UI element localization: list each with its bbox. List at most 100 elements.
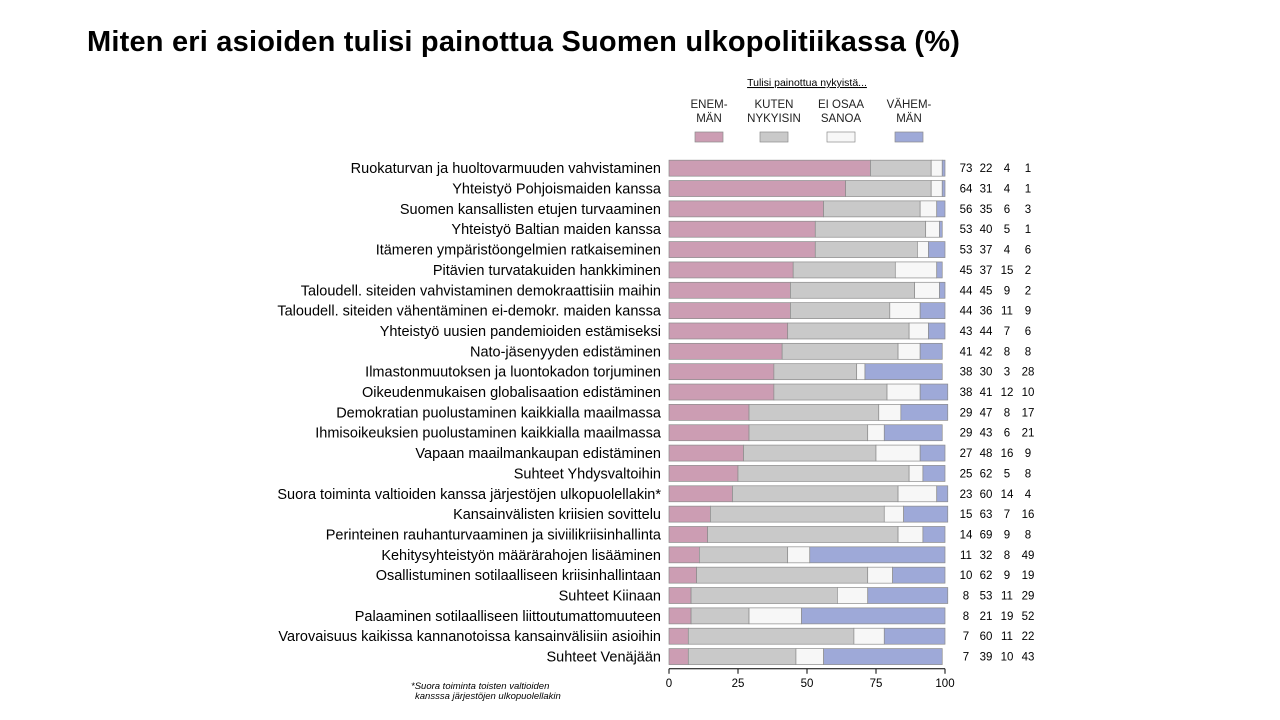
value-label: 43 xyxy=(1022,652,1035,664)
value-label: 6 xyxy=(1025,245,1031,257)
value-label: 22 xyxy=(980,163,993,175)
bar-segment xyxy=(710,505,885,523)
bar-segment xyxy=(699,546,789,564)
bar-segment xyxy=(668,485,733,503)
bar-segment xyxy=(687,627,855,645)
value-label: 8 xyxy=(1025,346,1031,358)
footnote-line: kansssa järjestöjen ulkopuolellakin xyxy=(415,691,561,702)
value-label: 2 xyxy=(1025,265,1031,277)
legend-label: EI OSAA xyxy=(818,99,864,111)
value-label: 53 xyxy=(960,245,973,257)
value-label: 44 xyxy=(980,326,993,338)
bar-segment xyxy=(930,159,943,177)
value-label: 8 xyxy=(1004,550,1010,562)
bar-segment xyxy=(668,281,791,299)
value-label: 1 xyxy=(1025,184,1031,196)
bar-segment xyxy=(668,302,791,319)
bar-segment xyxy=(668,566,697,584)
value-label: 44 xyxy=(960,306,973,318)
bar-segment xyxy=(823,648,943,665)
bar-segment xyxy=(668,526,708,543)
bar-segment xyxy=(941,159,946,177)
value-label: 49 xyxy=(1022,550,1035,562)
category-label: Suora toiminta valtioiden kanssa järjest… xyxy=(277,487,661,503)
value-label: 8 xyxy=(1025,468,1031,480)
category-label: Pitävien turvatakuiden hankkiminen xyxy=(433,263,661,279)
value-label: 4 xyxy=(1004,245,1011,257)
bar-segment xyxy=(919,200,938,218)
legend-label: VÄHEM- xyxy=(887,99,932,111)
category-label: Osallistuminen sotilaalliseen kriisinhal… xyxy=(376,568,661,584)
value-label: 45 xyxy=(960,265,973,277)
value-label: 15 xyxy=(960,509,973,521)
bar-segment xyxy=(668,220,816,238)
value-label: 9 xyxy=(1004,570,1010,582)
category-label: Suomen kansallisten etujen turvaaminen xyxy=(400,202,661,218)
bar-segment xyxy=(668,159,871,177)
value-label: 22 xyxy=(1022,631,1035,643)
bar-segment xyxy=(696,566,869,584)
legend-title: Tulisi painottua nykyistä... xyxy=(747,77,867,89)
bar-segment xyxy=(668,261,794,279)
bar-segment xyxy=(883,424,943,442)
bar-segment xyxy=(668,648,689,665)
bar-segment xyxy=(795,648,824,665)
value-label: 45 xyxy=(980,285,993,297)
value-label: 10 xyxy=(1022,387,1035,399)
value-label: 37 xyxy=(980,245,993,257)
value-label: 4 xyxy=(1004,163,1011,175)
category-label: Palaaminen sotilaalliseen liittoutumatto… xyxy=(355,609,661,625)
value-label: 16 xyxy=(1001,448,1014,460)
bar-segment xyxy=(867,424,885,442)
value-label: 8 xyxy=(1004,346,1010,358)
bar-segment xyxy=(790,302,891,319)
footnote-line: *Suora toiminta toisten valtioiden xyxy=(411,681,549,692)
bar-segment xyxy=(790,281,915,299)
category-label: Itämeren ympäristöongelmien ratkaisemine… xyxy=(376,243,661,259)
value-label: 38 xyxy=(960,367,973,379)
bar-segment xyxy=(936,485,949,503)
bar-segment xyxy=(939,281,946,299)
bar-segment xyxy=(856,363,866,381)
x-axis: 0 25 50 75 100 xyxy=(666,668,955,690)
legend-swatch xyxy=(826,131,856,143)
bar-segment xyxy=(914,281,940,299)
value-label: 1 xyxy=(1025,163,1031,175)
bar-segment xyxy=(792,261,896,279)
legend-label: NYKYISIN xyxy=(747,113,801,125)
bar-segment xyxy=(900,404,949,421)
value-label: 4 xyxy=(1025,489,1032,501)
value-label: 47 xyxy=(980,407,993,419)
bar-segment xyxy=(668,607,692,625)
value-label: 31 xyxy=(980,184,993,196)
bar-segment xyxy=(668,342,783,360)
bar-segment xyxy=(919,302,946,319)
category-label: Vapaan maailmankaupan edistäminen xyxy=(415,446,661,462)
bar-segment xyxy=(781,342,899,360)
bar-area xyxy=(668,159,949,665)
value-label: 3 xyxy=(1025,204,1031,216)
bar-segment xyxy=(814,241,918,258)
bar-segment xyxy=(936,261,943,279)
legend-swatch xyxy=(694,131,724,143)
bar-segment xyxy=(787,546,811,564)
bar-segment xyxy=(748,424,869,442)
bar-segment xyxy=(748,404,880,421)
bar-segment xyxy=(668,505,711,523)
value-label: 41 xyxy=(980,387,993,399)
bar-segment xyxy=(668,546,700,564)
value-label: 56 xyxy=(960,204,973,216)
category-label: Suhteet Venäjään xyxy=(547,650,662,666)
category-label: Taloudell. siteiden vähentäminen ei-demo… xyxy=(277,304,662,320)
value-label: 7 xyxy=(1004,509,1010,521)
value-label: 32 xyxy=(980,550,993,562)
category-label: Yhteistyö Pohjoismaiden kanssa xyxy=(452,182,662,198)
bar-segment xyxy=(687,648,797,665)
value-label: 6 xyxy=(1025,326,1031,338)
value-label: 19 xyxy=(1001,611,1014,623)
bar-segment xyxy=(883,627,946,645)
bar-segment xyxy=(870,159,932,177)
value-label: 6 xyxy=(1004,204,1010,216)
value-label: 10 xyxy=(1001,652,1014,664)
